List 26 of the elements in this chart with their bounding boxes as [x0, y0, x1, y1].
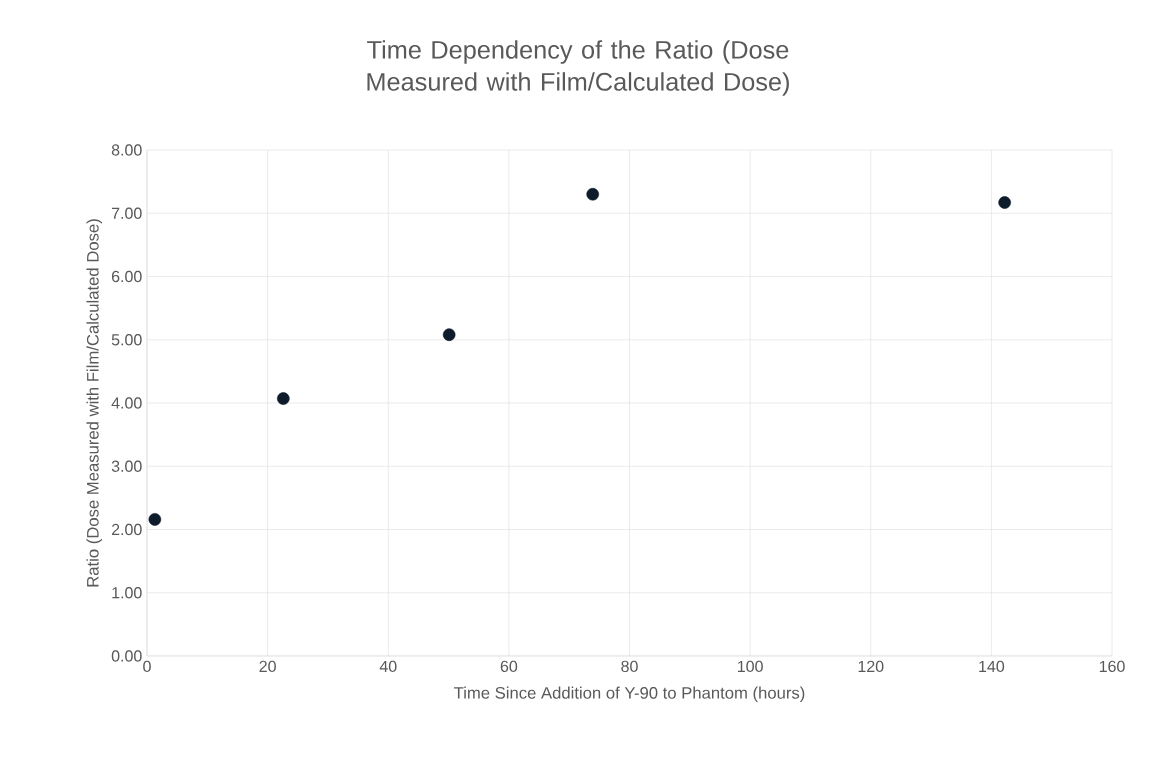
- x-tick-label: 100: [738, 660, 763, 673]
- x-tick-label: 0: [143, 660, 151, 673]
- point: [277, 392, 290, 405]
- y-tick-label: 0.00: [111, 650, 142, 662]
- y-tick-label: 6.00: [111, 270, 142, 283]
- point: [442, 328, 456, 341]
- point: [586, 188, 599, 201]
- y-tick-label: 8.00: [111, 144, 142, 156]
- point: [148, 513, 162, 526]
- y-tick-label: 1.00: [112, 587, 142, 599]
- x-axis-title: Time Since Addition of Y-90 to Phantom (hours): [454, 686, 805, 703]
- x-tick-label: 160: [1099, 660, 1125, 673]
- y-tick-label: 7.00: [111, 207, 142, 219]
- y-axis-title: Ratio (Dose Measured with Film/Calculated Dose): [86, 219, 102, 587]
- x-tick-label: 40: [379, 660, 397, 673]
- x-tick-label: 140: [979, 660, 1005, 673]
- point: [998, 196, 1011, 209]
- y-tick-label: 3.00: [111, 460, 142, 472]
- y-tick-label: 4.00: [111, 397, 142, 409]
- y-tick-label: 5.00: [111, 334, 142, 346]
- y-tick-label: 2.00: [111, 523, 142, 536]
- chart-title: Time Dependency of the Ratio (Dose Measured with Film/Calculated Dose): [367, 40, 789, 96]
- x-tick-label: 60: [500, 660, 518, 673]
- x-tick-label: 20: [259, 660, 276, 673]
- x-tick-label: 120: [858, 660, 884, 673]
- x-tick-label: 80: [621, 660, 638, 673]
